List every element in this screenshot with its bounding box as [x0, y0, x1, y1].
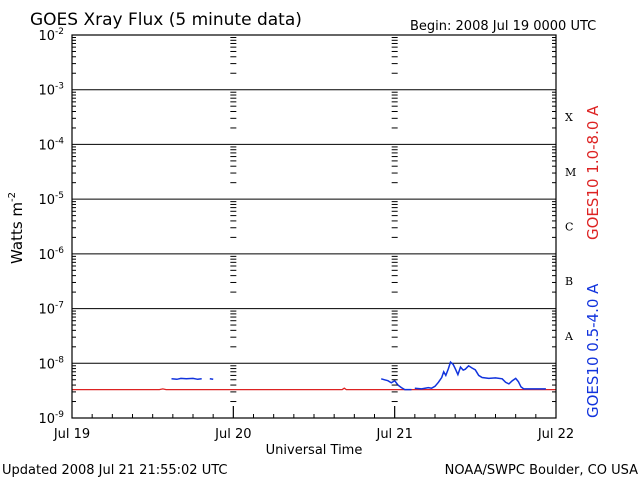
x-axis-label: Universal Time [266, 443, 363, 458]
y-tick-exp: -7 [55, 301, 64, 311]
y-tick-base: 10 [38, 357, 55, 372]
series-short-channel-line [380, 378, 412, 391]
legend-short-channel: GOES10 0.5-4.0 A [584, 283, 602, 418]
y-axis-label-text: Watts m [8, 202, 26, 264]
y-tick-base: 10 [38, 303, 55, 318]
y-tick-labels: 10-910-810-710-610-510-410-310-2 [38, 27, 64, 427]
legend-long-channel: GOES10 1.0-8.0 A [584, 105, 602, 240]
y-tick-exp: -8 [55, 355, 64, 365]
y-tick-label: 10-4 [38, 136, 64, 153]
y-tick-label: 10-6 [38, 246, 64, 263]
y-tick-label: 10-7 [38, 301, 64, 318]
y-tick-exp: -3 [55, 82, 64, 92]
begin-label: Begin: 2008 Jul 19 0000 UTC [410, 19, 596, 34]
y-tick-exp: -9 [55, 410, 64, 420]
source-credit: NOAA/SWPC Boulder, CO USA [445, 463, 638, 478]
plot-frame [71, 34, 557, 419]
series-lines [72, 360, 556, 391]
y-tick-base: 10 [38, 193, 55, 208]
y-tick-base: 10 [38, 138, 55, 153]
flare-class-label: X [565, 111, 573, 124]
updated-timestamp: Updated 2008 Jul 21 21:55:02 UTC [2, 463, 227, 478]
y-tick-exp: -6 [55, 246, 64, 256]
ticks [72, 37, 556, 418]
y-tick-base: 10 [38, 248, 55, 263]
y-tick-base: 10 [38, 29, 55, 44]
y-tick-exp: -5 [55, 191, 64, 201]
y-tick-exp: -4 [55, 136, 64, 146]
flare-class-label: C [565, 221, 573, 234]
x-tick-label: Jul 21 [375, 427, 412, 442]
series-long-channel-line [72, 387, 556, 391]
series-short-channel-line [171, 377, 202, 381]
flare-class-label: A [564, 330, 574, 343]
x-tick-label: Jul 22 [537, 427, 574, 442]
y-tick-label: 10-5 [38, 191, 64, 208]
grid [72, 34, 556, 419]
flare-class-label: M [565, 166, 576, 179]
y-axis-label: Watts m-2 [7, 192, 26, 264]
y-tick-label: 10-9 [38, 410, 64, 427]
y-tick-label: 10-8 [38, 355, 64, 372]
y-axis-label-sup: -2 [7, 192, 18, 202]
x-tick-label: Jul 20 [214, 427, 251, 442]
x-tick-labels: Jul 19 Jul 20 Jul 21 Jul 22 [53, 427, 574, 442]
flare-class-label: B [565, 275, 573, 288]
x-tick-label: Jul 19 [53, 427, 90, 442]
y-tick-base: 10 [38, 412, 55, 427]
series-short-channel-line [414, 360, 546, 390]
y-tick-label: 10-2 [38, 27, 64, 44]
series-short-channel-line [209, 378, 214, 381]
y-tick-exp: -2 [55, 27, 64, 37]
flare-class-labels: X M C B A [564, 111, 576, 343]
y-tick-label: 10-3 [38, 82, 64, 99]
y-tick-base: 10 [38, 84, 55, 99]
chart-title: GOES Xray Flux (5 minute data) [30, 10, 302, 30]
